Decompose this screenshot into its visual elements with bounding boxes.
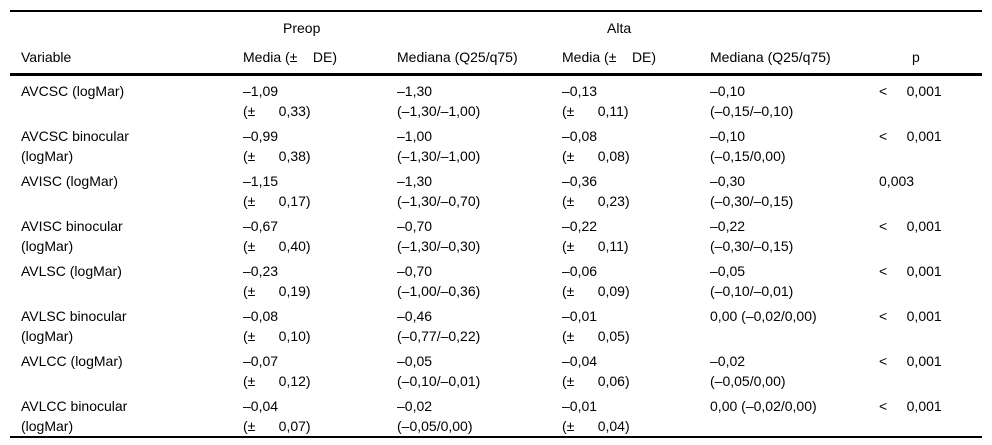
p-value-cell: < 0,001 <box>879 397 942 414</box>
table-row: AVLCC (logMar) –0,07 (± 0,12) –0,05 (–0,… <box>10 346 982 391</box>
preop-mediana-cell: –0,46 (–0,77/–0,22) <box>397 307 481 344</box>
group-header-preop: Preop <box>283 20 321 36</box>
alta-media-cell: –0,36 (± 0,23) <box>562 172 630 209</box>
preop-media-cell: –1,09 (± 0,33) <box>243 82 311 119</box>
preop-mediana-cell: –1,30 (–1,30/–0,70) <box>397 172 481 209</box>
table-row: AVLCC binocular (logMar) –0,04 (± 0,07) … <box>10 391 982 437</box>
alta-media-cell: –0,01 (± 0,04) <box>562 397 630 434</box>
alta-mediana-cell: –0,02 (–0,05/0,00) <box>710 352 786 389</box>
preop-mediana-cell: –0,70 (–1,00/–0,36) <box>397 262 481 299</box>
col-header-preop-media: Media (± DE) <box>243 41 397 76</box>
alta-mediana-cell: 0,00 (–0,02/0,00) <box>710 307 817 324</box>
table-row: AVISC binocular (logMar) –0,67 (± 0,40) … <box>10 211 982 256</box>
preop-mediana-cell: –1,00 (–1,30/–1,00) <box>397 127 481 164</box>
table-row: AVLSC (logMar) –0,23 (± 0,19) –0,70 (–1,… <box>10 256 982 301</box>
col-header-preop-mediana: Mediana (Q25/q75) <box>397 41 563 76</box>
alta-mediana-cell: 0,00 (–0,02/0,00) <box>710 397 817 414</box>
preop-media-cell: –0,07 (± 0,12) <box>243 352 311 389</box>
preop-media-cell: –0,04 (± 0,07) <box>243 397 311 434</box>
results-table: Preop Alta Variable Media (± DE) Mediana… <box>10 10 983 438</box>
variable-cell: AVCSC (logMar) <box>21 82 125 99</box>
variable-cell: AVLCC binocular (logMar) <box>21 397 128 434</box>
variable-cell: AVISC (logMar) <box>21 172 118 189</box>
group-header-row: Preop Alta <box>10 11 982 41</box>
table-row: AVCSC (logMar) –1,09 (± 0,33) –1,30 (–1,… <box>10 74 982 121</box>
column-header-row: Variable Media (± DE) Mediana (Q25/q75) … <box>10 41 983 76</box>
group-spacer-p <box>879 11 982 41</box>
preop-media-cell: –0,08 (± 0,10) <box>243 307 311 344</box>
alta-mediana-cell: –0,30 (–0,30/–0,15) <box>710 172 794 209</box>
variable-cell: AVCSC binocular (logMar) <box>21 127 129 164</box>
alta-media-cell: –0,13 (± 0,11) <box>562 82 629 119</box>
preop-media-cell: –0,23 (± 0,19) <box>243 262 311 299</box>
table-row: AVISC (logMar) –1,15 (± 0,17) –1,30 (–1,… <box>10 166 982 211</box>
alta-media-cell: –0,22 (± 0,11) <box>562 217 629 254</box>
table-row: AVLSC binocular (logMar) –0,08 (± 0,10) … <box>10 301 982 346</box>
preop-mediana-cell: –1,30 (–1,30/–1,00) <box>397 82 481 119</box>
col-header-p: p <box>879 41 983 76</box>
variable-cell: AVLSC binocular (logMar) <box>21 307 127 344</box>
group-spacer-variable <box>10 11 243 41</box>
variable-cell: AVISC binocular (logMar) <box>21 217 123 254</box>
col-header-alta-mediana: Mediana (Q25/q75) <box>710 41 880 76</box>
col-header-variable: Variable <box>10 41 243 76</box>
alta-mediana-cell: –0,10 (–0,15/0,00) <box>710 127 786 164</box>
p-value-cell: < 0,001 <box>879 352 942 369</box>
table-row: AVCSC binocular (logMar) –0,99 (± 0,38) … <box>10 121 982 166</box>
alta-mediana-cell: –0,22 (–0,30/–0,15) <box>710 217 794 254</box>
variable-cell: AVLCC (logMar) <box>21 352 123 369</box>
preop-mediana-cell: –0,02 (–0,05/0,00) <box>397 397 473 434</box>
p-value-cell: < 0,001 <box>879 217 942 234</box>
col-header-alta-media: Media (± DE) <box>562 41 711 76</box>
group-header-alta: Alta <box>607 20 632 36</box>
preop-media-cell: –0,67 (± 0,40) <box>243 217 311 254</box>
page: Preop Alta Variable Media (± DE) Mediana… <box>0 10 992 445</box>
p-value-cell: < 0,001 <box>879 262 942 279</box>
preop-mediana-cell: –0,70 (–1,30/–0,30) <box>397 217 481 254</box>
p-value-cell: 0,003 <box>879 172 915 189</box>
alta-mediana-cell: –0,10 (–0,15/–0,10) <box>710 82 794 119</box>
p-value-cell: < 0,001 <box>879 307 942 324</box>
preop-media-cell: –0,99 (± 0,38) <box>243 127 311 164</box>
alta-mediana-cell: –0,05 (–0,10/–0,01) <box>710 262 794 299</box>
alta-media-cell: –0,08 (± 0,08) <box>562 127 630 164</box>
preop-media-cell: –1,15 (± 0,17) <box>243 172 311 209</box>
alta-media-cell: –0,06 (± 0,09) <box>562 262 630 299</box>
variable-cell: AVLSC (logMar) <box>21 262 122 279</box>
alta-media-cell: –0,04 (± 0,06) <box>562 352 630 389</box>
p-value-cell: < 0,001 <box>879 127 942 144</box>
preop-mediana-cell: –0,05 (–0,10/–0,01) <box>397 352 481 389</box>
p-value-cell: < 0,001 <box>879 82 942 99</box>
alta-media-cell: –0,01 (± 0,05) <box>562 307 630 344</box>
